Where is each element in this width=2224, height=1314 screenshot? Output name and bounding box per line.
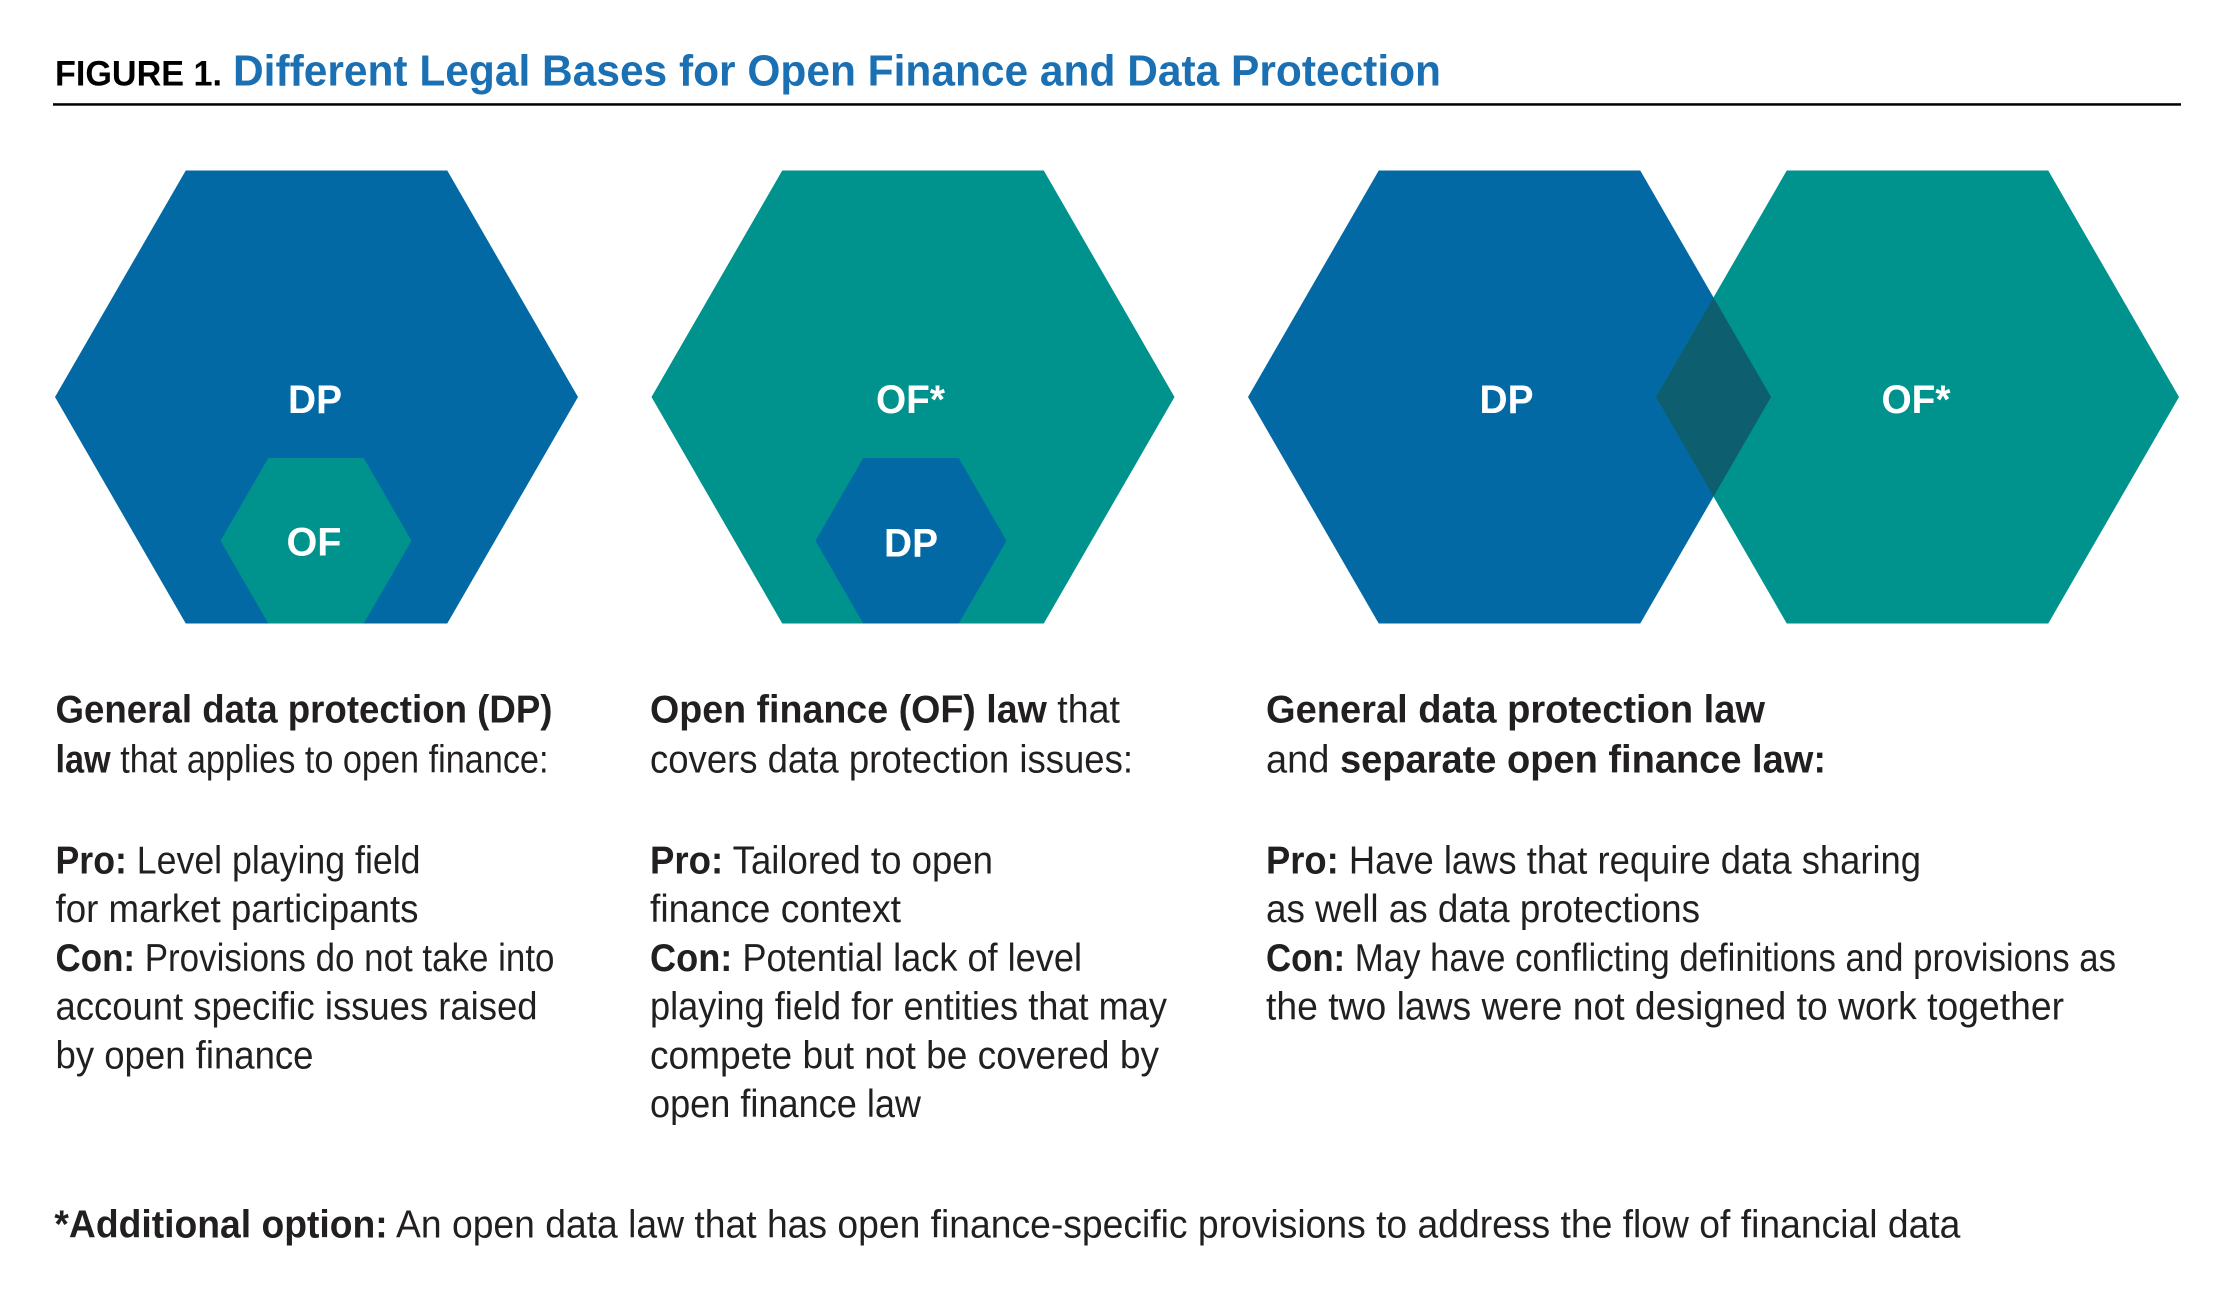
svg-text:*Additional option: An open da: *Additional option: An open data law tha…: [54, 1204, 1960, 1247]
svg-text:OF*: OF*: [876, 378, 945, 422]
svg-text:law that applies to open finan: law that applies to open finance:: [56, 739, 549, 782]
svg-text:the two laws were not designed: the two laws were not designed to work t…: [1266, 986, 2064, 1029]
svg-text:Con: Potential lack of level: Con: Potential lack of level: [650, 937, 1082, 980]
svg-text:Open finance (OF) law that: Open finance (OF) law that: [650, 689, 1120, 732]
svg-text:compete but not be covered by: compete but not be covered by: [650, 1034, 1159, 1077]
svg-text:covers data protection issues:: covers data protection issues:: [650, 739, 1133, 782]
svg-text:DP: DP: [884, 522, 938, 566]
svg-text:Pro: Level playing field: Pro: Level playing field: [56, 840, 421, 883]
svg-text:and separate open finance law:: and separate open finance law:: [1266, 739, 1826, 782]
svg-text:DP: DP: [288, 378, 342, 422]
svg-text:by open finance: by open finance: [56, 1034, 314, 1077]
svg-text:playing field for entities tha: playing field for entities that may: [650, 986, 1167, 1029]
svg-text:OF*: OF*: [1882, 378, 1951, 422]
svg-text:Con: May have conflicting defi: Con: May have conflicting definitions an…: [1266, 937, 2116, 980]
svg-text:finance context: finance context: [650, 888, 901, 931]
svg-text:open finance law: open finance law: [650, 1083, 922, 1126]
svg-text:OF: OF: [287, 521, 342, 565]
svg-text:account specific issues raised: account specific issues raised: [56, 986, 538, 1029]
svg-text:FIGURE 1.: FIGURE 1.: [55, 55, 222, 94]
svg-text:DP: DP: [1480, 378, 1534, 422]
svg-text:as well as data protections: as well as data protections: [1266, 888, 1700, 931]
svg-text:for market participants: for market participants: [56, 888, 419, 931]
svg-text:Pro: Tailored to open: Pro: Tailored to open: [650, 840, 993, 883]
svg-text:Different Legal Bases for Open: Different Legal Bases for Open Finance a…: [233, 48, 1441, 96]
svg-text:Pro: Have laws that require da: Pro: Have laws that require data sharing: [1266, 840, 1921, 883]
svg-text:General data protection law: General data protection law: [1266, 689, 1766, 732]
svg-text:General data protection (DP): General data protection (DP): [56, 689, 553, 732]
svg-text:Con: Provisions do not take in: Con: Provisions do not take into: [56, 937, 555, 980]
